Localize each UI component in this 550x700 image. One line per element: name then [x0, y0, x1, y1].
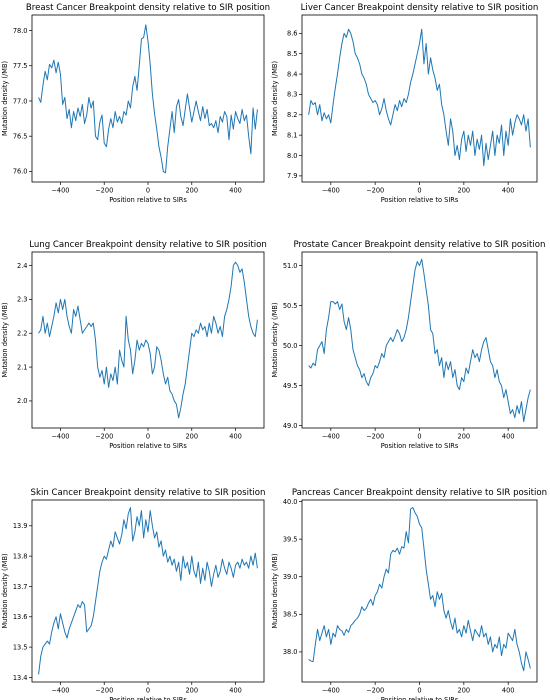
chart-title: Prostate Cancer Breakpoint density relat… — [293, 240, 545, 250]
x-axis-label: Position relative to SIRs — [381, 196, 459, 204]
x-tick-label: 0 — [146, 187, 150, 195]
y-tick-label: 50.0 — [283, 342, 298, 350]
x-axis-label: Position relative to SIRs — [109, 196, 187, 204]
x-tick-label: −200 — [366, 433, 384, 441]
x-tick-label: 400 — [229, 433, 242, 441]
y-tick-label: 8.2 — [287, 111, 298, 119]
y-tick-label: 49.5 — [283, 382, 298, 390]
x-tick-label: −200 — [95, 687, 113, 695]
x-tick-label: 400 — [229, 187, 242, 195]
y-tick-label: 76.0 — [13, 168, 28, 176]
x-tick-label: 0 — [417, 187, 421, 195]
y-axis-label: Mutation density (/MB) — [271, 61, 279, 136]
y-tick-label: 2.1 — [17, 363, 28, 371]
x-tick-label: 200 — [458, 687, 471, 695]
x-tick-label: 0 — [146, 433, 150, 441]
y-axis-label: Mutation density (/MB) — [1, 553, 9, 628]
y-tick-label: 8.5 — [287, 50, 298, 58]
series-line — [308, 507, 531, 672]
x-tick-label: 400 — [502, 687, 515, 695]
x-tick-label: −200 — [95, 433, 113, 441]
chart-panel: Skin Cancer Breakpoint density relative … — [1, 488, 265, 700]
x-axis-label: Position relative to SIRs — [381, 696, 459, 700]
x-tick-label: −400 — [51, 433, 69, 441]
y-axis-label: Mutation density (/MB) — [1, 61, 9, 136]
x-tick-label: −400 — [322, 187, 340, 195]
y-tick-label: 2.2 — [17, 330, 28, 338]
y-tick-label: 38.0 — [283, 648, 298, 656]
y-tick-label: 13.6 — [13, 613, 28, 621]
x-tick-label: −200 — [366, 187, 384, 195]
plot-frame — [31, 251, 265, 429]
chart-panel: Prostate Cancer Breakpoint density relat… — [271, 240, 546, 450]
chart-title: Skin Cancer Breakpoint density relative … — [31, 488, 266, 498]
y-tick-label: 2.3 — [17, 296, 28, 304]
plot-frame — [301, 14, 538, 183]
y-tick-label: 51.0 — [283, 262, 298, 270]
y-tick-label: 13.8 — [13, 552, 28, 560]
y-tick-label: 8.4 — [287, 70, 298, 78]
y-tick-label: 13.9 — [13, 522, 28, 530]
y-tick-label: 77.0 — [13, 97, 28, 105]
chart-title: Breast Cancer Breakpoint density relativ… — [26, 3, 270, 13]
y-tick-label: 78.0 — [13, 27, 28, 35]
y-tick-label: 76.5 — [13, 132, 28, 140]
y-tick-label: 50.5 — [283, 302, 298, 310]
y-axis-label: Mutation density (/MB) — [271, 302, 279, 377]
x-tick-label: −200 — [95, 187, 113, 195]
x-tick-label: −200 — [366, 687, 384, 695]
y-tick-label: 13.7 — [13, 583, 28, 591]
x-tick-label: 200 — [185, 187, 198, 195]
y-tick-label: 38.5 — [283, 611, 298, 619]
chart-title: Lung Cancer Breakpoint density relative … — [29, 240, 267, 250]
y-tick-label: 2.4 — [17, 262, 28, 270]
x-tick-label: 200 — [185, 687, 198, 695]
y-tick-label: 2.0 — [17, 397, 28, 405]
x-axis-label: Position relative to SIRs — [109, 696, 187, 700]
y-tick-label: 13.5 — [13, 643, 28, 651]
y-tick-label: 8.1 — [287, 131, 298, 139]
chart-panel: Liver Cancer Breakpoint density relative… — [271, 3, 538, 204]
y-axis-label: Mutation density (/MB) — [1, 302, 9, 377]
series-line — [38, 24, 258, 174]
x-axis-label: Position relative to SIRs — [109, 442, 187, 450]
plot-frame — [301, 251, 538, 429]
chart-title: Liver Cancer Breakpoint density relative… — [301, 3, 539, 13]
chart-panel: Lung Cancer Breakpoint density relative … — [1, 240, 267, 450]
x-tick-label: 400 — [502, 433, 515, 441]
x-tick-label: 200 — [458, 187, 471, 195]
y-tick-label: 8.6 — [287, 30, 298, 38]
y-tick-label: 77.5 — [13, 62, 28, 70]
x-tick-label: 400 — [229, 687, 242, 695]
y-tick-label: 49.0 — [283, 422, 298, 430]
x-axis-label: Position relative to SIRs — [381, 442, 459, 450]
x-tick-label: −400 — [322, 687, 340, 695]
x-tick-label: −400 — [322, 433, 340, 441]
x-tick-label: 200 — [185, 433, 198, 441]
x-tick-label: −400 — [51, 687, 69, 695]
y-tick-label: 13.4 — [13, 674, 28, 682]
y-tick-label: 8.0 — [287, 152, 298, 160]
y-tick-label: 40.0 — [283, 498, 298, 506]
y-axis-label: Mutation density (/MB) — [271, 553, 279, 628]
series-line — [38, 261, 258, 419]
series-line — [308, 258, 531, 423]
chart-title: Pancreas Cancer Breakpoint density relat… — [292, 488, 547, 498]
x-tick-label: 0 — [417, 433, 421, 441]
x-tick-label: −400 — [51, 187, 69, 195]
y-tick-label: 39.0 — [283, 573, 298, 581]
x-tick-label: 200 — [458, 433, 471, 441]
chart-panel: Pancreas Cancer Breakpoint density relat… — [271, 488, 547, 700]
x-tick-label: 0 — [417, 687, 421, 695]
series-line — [38, 507, 258, 675]
y-tick-label: 8.3 — [287, 91, 298, 99]
x-tick-label: 400 — [502, 187, 515, 195]
y-tick-label: 7.9 — [287, 172, 298, 180]
series-line — [308, 28, 531, 167]
x-tick-label: 0 — [146, 687, 150, 695]
y-tick-label: 39.5 — [283, 535, 298, 543]
chart-panel: Breast Cancer Breakpoint density relativ… — [1, 3, 270, 204]
